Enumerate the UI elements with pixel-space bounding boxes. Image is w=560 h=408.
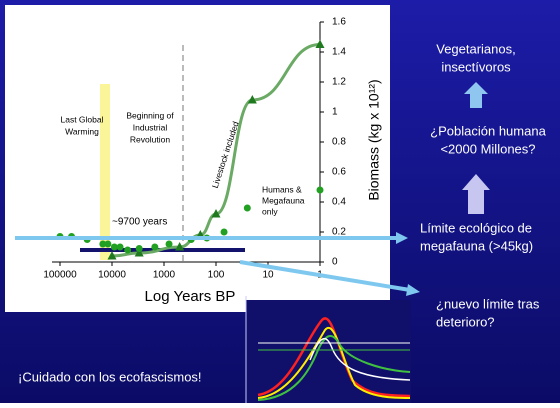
limit-line: Límite ecológico de	[420, 220, 532, 235]
point	[104, 240, 112, 248]
x-axis-label: Log Years BP	[145, 288, 236, 305]
annotation: Warming	[65, 126, 99, 136]
point	[135, 245, 143, 252]
limit-line: megafauna (>45kg)	[420, 238, 533, 253]
new-limit-line: ¿nuevo límite tras	[436, 296, 540, 311]
point	[110, 243, 118, 251]
point	[124, 246, 132, 254]
point	[116, 243, 124, 251]
x-tick-label: 10	[262, 270, 274, 281]
y-tick-label: 0.2	[332, 227, 346, 238]
vegetarians-line: insectívoros	[441, 59, 511, 74]
y-tick-label: 1	[332, 107, 338, 118]
annotation: Humans &	[262, 184, 302, 194]
annotation: Megafauna	[262, 195, 305, 205]
point	[134, 248, 144, 257]
point	[211, 209, 221, 218]
annotation: Revolution	[130, 134, 170, 144]
y-tick-label: 0.6	[332, 167, 346, 178]
x-tick-label: 10000	[98, 270, 126, 281]
point	[247, 95, 257, 104]
y-tick-label: 0.8	[332, 137, 346, 148]
point	[316, 186, 324, 194]
x-tick-label: 100	[208, 270, 225, 281]
point	[165, 240, 173, 248]
inset-chart	[245, 296, 411, 403]
arrows	[15, 82, 490, 296]
warming-band	[100, 84, 110, 260]
y-axis-label: Biomass (kg x 10¹²)	[366, 79, 382, 200]
y-tick-label: 1.2	[332, 77, 346, 88]
warning: ¡Cuidado con los ecofascismos!	[18, 369, 202, 384]
y-tick-label: 1.6	[332, 17, 346, 28]
point	[107, 251, 117, 260]
point	[175, 242, 185, 251]
x-tick-label: 1000	[153, 270, 176, 281]
point	[243, 204, 251, 212]
x-tick-label: 100000	[43, 270, 77, 281]
point	[315, 39, 325, 48]
point	[99, 240, 107, 248]
point	[220, 228, 228, 236]
annotation: ~9700 years	[112, 217, 167, 228]
y-tick-label: 0.4	[332, 197, 346, 208]
y-tick-label: 0	[332, 257, 338, 268]
population-line: ¿Población humana	[430, 123, 546, 138]
annotation: Last Global	[61, 114, 104, 124]
population-line: <2000 Millones?	[440, 141, 535, 156]
annotation: Beginning of	[126, 110, 174, 120]
y-tick-label: 1.4	[332, 47, 346, 58]
point	[151, 243, 159, 251]
series-line	[111, 43, 321, 258]
vegetarians-line: Vegetarianos,	[436, 41, 516, 56]
annotation: Industrial	[133, 122, 168, 132]
annotation: only	[262, 206, 278, 216]
new-limit-line: deterioro?	[436, 314, 495, 329]
chart-panel	[5, 5, 390, 312]
